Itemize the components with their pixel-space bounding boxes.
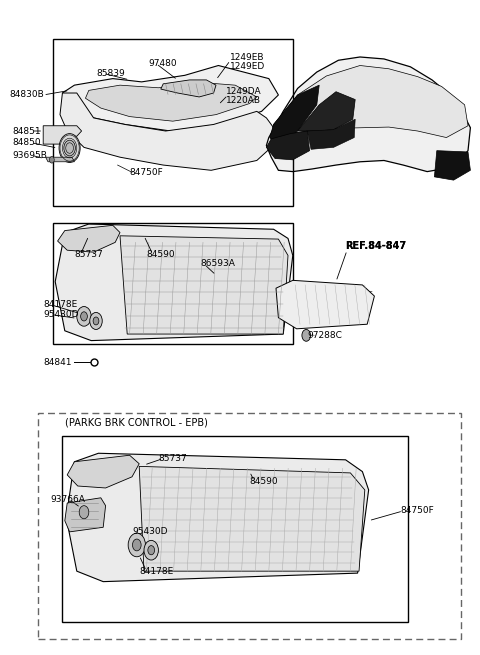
- Polygon shape: [55, 224, 293, 341]
- Text: 93766A: 93766A: [50, 495, 85, 504]
- Polygon shape: [66, 453, 369, 582]
- Polygon shape: [434, 151, 470, 180]
- Circle shape: [49, 157, 54, 163]
- Text: 84830B: 84830B: [10, 90, 44, 100]
- Text: 85737: 85737: [74, 250, 103, 259]
- Text: 97480: 97480: [149, 59, 178, 68]
- Circle shape: [132, 539, 141, 551]
- Polygon shape: [120, 236, 288, 334]
- Bar: [62, 436, 408, 622]
- Text: 84841: 84841: [43, 358, 72, 367]
- Circle shape: [59, 134, 80, 162]
- Text: 85839: 85839: [96, 69, 125, 78]
- Circle shape: [128, 533, 145, 557]
- Text: 97288C: 97288C: [307, 331, 342, 340]
- Polygon shape: [58, 225, 120, 252]
- Text: 84850: 84850: [12, 138, 41, 147]
- Polygon shape: [62, 66, 278, 131]
- Text: 1249EB: 1249EB: [230, 53, 265, 62]
- Bar: [53, 223, 293, 344]
- Circle shape: [81, 312, 87, 321]
- Text: REF.84-847: REF.84-847: [346, 240, 407, 251]
- Circle shape: [77, 307, 91, 326]
- Text: 84590: 84590: [250, 477, 278, 486]
- Text: 84178E: 84178E: [139, 567, 173, 576]
- Polygon shape: [85, 83, 257, 121]
- Polygon shape: [266, 131, 310, 160]
- Bar: [53, 39, 293, 206]
- Text: 85737: 85737: [158, 454, 187, 463]
- Polygon shape: [270, 85, 319, 147]
- Circle shape: [144, 540, 158, 560]
- Circle shape: [79, 506, 89, 519]
- Text: 84851: 84851: [12, 126, 41, 136]
- Text: REF.84-847: REF.84-847: [346, 240, 407, 251]
- Polygon shape: [298, 92, 355, 131]
- Text: 95430D: 95430D: [132, 527, 168, 536]
- Circle shape: [148, 546, 155, 555]
- Text: 84750F: 84750F: [130, 168, 163, 177]
- Polygon shape: [161, 80, 216, 97]
- Polygon shape: [139, 466, 365, 571]
- Text: 84178E: 84178E: [43, 300, 77, 309]
- Text: 93695B: 93695B: [12, 151, 47, 160]
- Circle shape: [64, 140, 75, 156]
- Bar: [38, 413, 461, 639]
- Text: (PARKG BRK CONTROL - EPB): (PARKG BRK CONTROL - EPB): [65, 417, 208, 428]
- Text: 84590: 84590: [146, 250, 175, 259]
- Polygon shape: [65, 498, 106, 532]
- Polygon shape: [43, 126, 82, 144]
- Circle shape: [90, 312, 102, 329]
- Polygon shape: [67, 455, 139, 488]
- Polygon shape: [46, 157, 74, 162]
- Polygon shape: [307, 119, 355, 149]
- Polygon shape: [266, 57, 470, 172]
- Text: 95430D: 95430D: [43, 310, 79, 319]
- Text: 1249ED: 1249ED: [230, 62, 265, 71]
- Polygon shape: [60, 93, 276, 170]
- Text: 86593A: 86593A: [201, 259, 236, 268]
- Circle shape: [93, 317, 99, 325]
- Text: 1220AB: 1220AB: [226, 96, 261, 105]
- Polygon shape: [276, 280, 374, 329]
- Circle shape: [302, 329, 311, 341]
- Text: 1249DA: 1249DA: [226, 87, 261, 96]
- Text: 84750F: 84750F: [401, 506, 434, 515]
- Polygon shape: [271, 66, 468, 138]
